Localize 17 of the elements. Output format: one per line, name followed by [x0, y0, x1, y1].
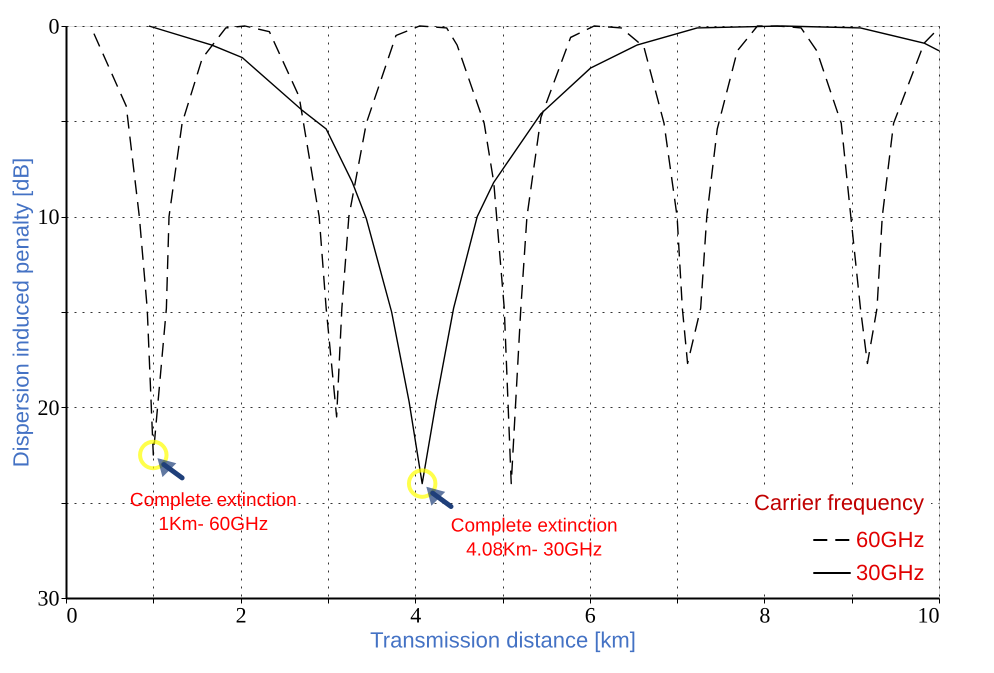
- legend-label: 60GHz: [856, 527, 924, 552]
- y-tick-label: 0: [48, 14, 60, 38]
- annotation: Complete extinction 4.08Km- 30GHz: [450, 516, 618, 561]
- legend-label: 30GHz: [856, 560, 924, 585]
- x-tick-label: 10: [918, 602, 940, 628]
- x-tick-label: 0: [66, 602, 78, 628]
- y-axis-title: Dispersion induced penalty [dB]: [8, 158, 34, 468]
- x-tick-label: 6: [584, 602, 596, 628]
- y-tick-label: 10: [38, 204, 60, 230]
- y-tick-label: 30: [38, 586, 60, 610]
- annotation: Complete extinction 1Km- 60GHz: [130, 490, 297, 535]
- x-tick-label: 8: [759, 602, 770, 628]
- x-tick-label: 4: [410, 602, 422, 628]
- x-tick-label: 2: [236, 602, 247, 628]
- x-axis-title: Transmission distance [km]: [370, 628, 636, 652]
- legend-title: Carrier frequency: [754, 490, 924, 515]
- y-tick-label: 20: [38, 394, 60, 420]
